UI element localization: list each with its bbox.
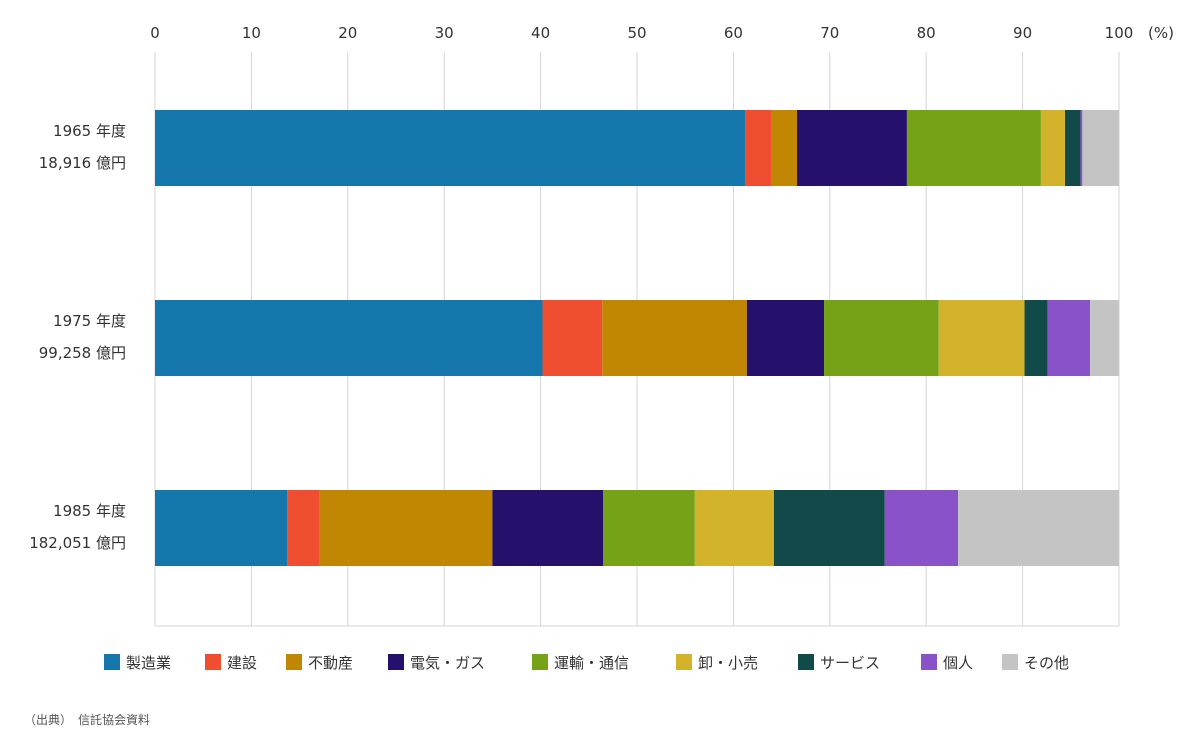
- x-tick-label-0: 0: [150, 24, 160, 42]
- legend-swatch-6: [676, 654, 692, 670]
- legend-label-9: その他: [1024, 654, 1069, 672]
- stacked-bar-chart: 0 10 20 30 40 50 60 70 80 90 100 (%) 1965 年度 18,916 …: [29, 24, 1174, 672]
- bar-segment-3-8: [884, 490, 959, 566]
- bar-segment-2-6: [938, 300, 1025, 376]
- bar-segment-2-2: [542, 300, 603, 376]
- bar-segment-2-8: [1047, 300, 1091, 376]
- legend-label-5: 運輸・通信: [554, 654, 629, 672]
- bar-segment-2-4: [746, 300, 825, 376]
- bar-segment-1-2: [744, 110, 771, 186]
- legend-swatch-8: [921, 654, 937, 670]
- bar-layer: [155, 110, 1119, 566]
- bar-segment-2-3: [602, 300, 747, 376]
- bar-segment-1-9: [1082, 110, 1119, 186]
- x-tick-label-70: 70: [820, 24, 839, 42]
- category-label-amount-3: 182,051 億円: [29, 534, 126, 552]
- legend-label-2: 建設: [227, 654, 257, 672]
- bar-segment-1-3: [770, 110, 798, 186]
- bar-segment-1-7: [1065, 110, 1081, 186]
- legend: 製造業 建設 不動産 電気・ガス 運輸・通信 卸・小売 サービス 個人 その他: [104, 654, 1069, 672]
- bar-segment-2-7: [1024, 300, 1048, 376]
- x-tick-label-60: 60: [724, 24, 743, 42]
- legend-swatch-5: [532, 654, 548, 670]
- category-label-amount-2: 99,258 億円: [39, 344, 126, 362]
- legend-swatch-4: [388, 654, 404, 670]
- legend-label-6: 卸・小売: [698, 654, 758, 672]
- legend-label-8: 個人: [943, 654, 973, 672]
- legend-swatch-3: [286, 654, 302, 670]
- bar-segment-3-5: [603, 490, 695, 566]
- x-axis-unit: (%): [1148, 24, 1174, 42]
- bar-segment-3-4: [492, 490, 604, 566]
- x-tick-label-10: 10: [242, 24, 261, 42]
- bar-segment-1-6: [1040, 110, 1066, 186]
- legend-swatch-1: [104, 654, 120, 670]
- legend-swatch-9: [1002, 654, 1018, 670]
- x-axis-tick-labels: 0 10 20 30 40 50 60 70 80 90 100 (%): [150, 24, 1174, 42]
- legend-swatch-7: [798, 654, 814, 670]
- bar-segment-3-1: [155, 490, 288, 566]
- bar-segment-3-6: [694, 490, 774, 566]
- x-tick-label-80: 80: [917, 24, 936, 42]
- legend-label-1: 製造業: [126, 654, 171, 672]
- source-note: （出典） 信託協会資料: [24, 713, 151, 727]
- category-label-year-2: 1975 年度: [53, 312, 126, 330]
- x-tick-label-40: 40: [531, 24, 550, 42]
- bar-segment-1-1: [155, 110, 745, 186]
- bar-segment-2-5: [824, 300, 939, 376]
- bar-segment-1-5: [906, 110, 1041, 186]
- x-tick-label-90: 90: [1013, 24, 1032, 42]
- legend-label-3: 不動産: [308, 654, 353, 672]
- bar-segment-3-7: [773, 490, 885, 566]
- bar-segment-3-9: [958, 490, 1119, 566]
- x-tick-label-30: 30: [435, 24, 454, 42]
- category-label-amount-1: 18,916 億円: [39, 154, 126, 172]
- bar-segment-2-1: [155, 300, 543, 376]
- category-labels: 1965 年度 18,916 億円 1975 年度 99,258 億円 1985 年度 1…: [29, 122, 126, 552]
- category-label-year-3: 1985 年度: [53, 502, 126, 520]
- legend-label-7: サービス: [820, 654, 880, 672]
- x-tick-label-100: 100: [1105, 24, 1134, 42]
- x-tick-label-20: 20: [338, 24, 357, 42]
- legend-label-4: 電気・ガス: [410, 654, 485, 672]
- bar-segment-3-3: [319, 490, 493, 566]
- bar-segment-2-9: [1090, 300, 1119, 376]
- bar-segment-3-2: [287, 490, 320, 566]
- bar-segment-1-8: [1080, 110, 1083, 186]
- category-label-year-1: 1965 年度: [53, 122, 126, 140]
- x-tick-label-50: 50: [627, 24, 646, 42]
- legend-swatch-2: [205, 654, 221, 670]
- bar-segment-1-4: [797, 110, 907, 186]
